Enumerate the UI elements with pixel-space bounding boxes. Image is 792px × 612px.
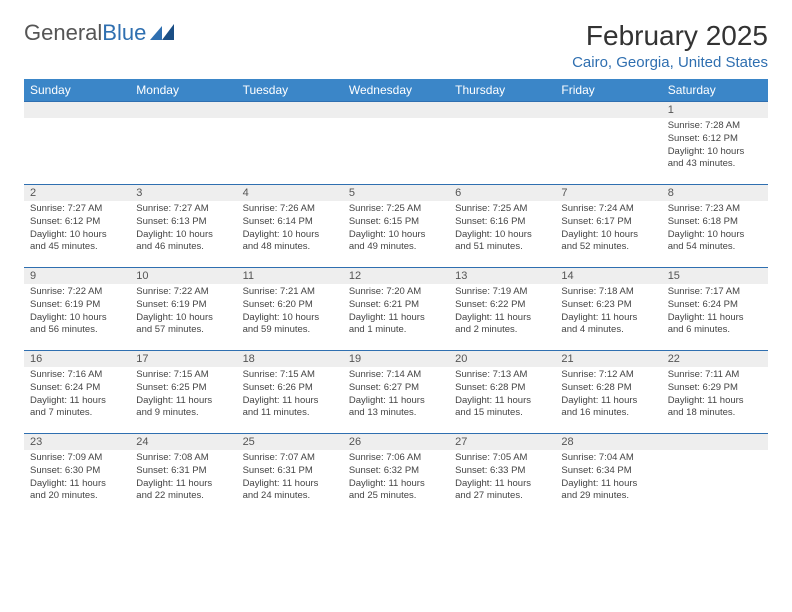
- day-detail: Sunrise: 7:15 AMSunset: 6:25 PMDaylight:…: [130, 367, 236, 434]
- day-number: 15: [662, 268, 768, 284]
- title-block: February 2025 Cairo, Georgia, United Sta…: [572, 20, 768, 71]
- day-number: 24: [130, 434, 236, 450]
- day-number: 23: [24, 434, 130, 450]
- day-number: 5: [343, 185, 449, 201]
- dow-header: Wednesday: [343, 79, 449, 102]
- day-number: 4: [237, 185, 343, 201]
- day-number: [24, 102, 130, 118]
- daynum-row: 232425262728: [24, 434, 768, 450]
- day-detail: [449, 118, 555, 185]
- day-detail: Sunrise: 7:27 AMSunset: 6:13 PMDaylight:…: [130, 201, 236, 268]
- day-detail: Sunrise: 7:04 AMSunset: 6:34 PMDaylight:…: [555, 450, 661, 516]
- day-number: 7: [555, 185, 661, 201]
- day-number: 11: [237, 268, 343, 284]
- day-detail: Sunrise: 7:17 AMSunset: 6:24 PMDaylight:…: [662, 284, 768, 351]
- day-number: 25: [237, 434, 343, 450]
- day-detail: Sunrise: 7:08 AMSunset: 6:31 PMDaylight:…: [130, 450, 236, 516]
- month-title: February 2025: [572, 20, 768, 52]
- day-detail: Sunrise: 7:20 AMSunset: 6:21 PMDaylight:…: [343, 284, 449, 351]
- day-number: 3: [130, 185, 236, 201]
- day-number: [449, 102, 555, 118]
- day-detail: Sunrise: 7:23 AMSunset: 6:18 PMDaylight:…: [662, 201, 768, 268]
- day-detail: Sunrise: 7:13 AMSunset: 6:28 PMDaylight:…: [449, 367, 555, 434]
- day-detail: Sunrise: 7:06 AMSunset: 6:32 PMDaylight:…: [343, 450, 449, 516]
- day-detail: [237, 118, 343, 185]
- daynum-row: 9101112131415: [24, 268, 768, 284]
- daynum-row: 16171819202122: [24, 351, 768, 367]
- dow-header: Sunday: [24, 79, 130, 102]
- day-number: 21: [555, 351, 661, 367]
- day-number: 26: [343, 434, 449, 450]
- detail-row: Sunrise: 7:09 AMSunset: 6:30 PMDaylight:…: [24, 450, 768, 516]
- day-detail: [662, 450, 768, 516]
- day-number: 28: [555, 434, 661, 450]
- detail-row: Sunrise: 7:22 AMSunset: 6:19 PMDaylight:…: [24, 284, 768, 351]
- detail-row: Sunrise: 7:28 AMSunset: 6:12 PMDaylight:…: [24, 118, 768, 185]
- day-number: 22: [662, 351, 768, 367]
- day-number: 14: [555, 268, 661, 284]
- day-number: [237, 102, 343, 118]
- day-number: 6: [449, 185, 555, 201]
- header: GeneralBlue February 2025 Cairo, Georgia…: [24, 20, 768, 71]
- day-detail: Sunrise: 7:28 AMSunset: 6:12 PMDaylight:…: [662, 118, 768, 185]
- day-number: 20: [449, 351, 555, 367]
- day-detail: [555, 118, 661, 185]
- day-detail: [24, 118, 130, 185]
- day-number: 13: [449, 268, 555, 284]
- logo-text-general: General: [24, 20, 102, 46]
- dow-row: SundayMondayTuesdayWednesdayThursdayFrid…: [24, 79, 768, 102]
- dow-header: Tuesday: [237, 79, 343, 102]
- day-detail: Sunrise: 7:21 AMSunset: 6:20 PMDaylight:…: [237, 284, 343, 351]
- day-number: 8: [662, 185, 768, 201]
- day-detail: Sunrise: 7:11 AMSunset: 6:29 PMDaylight:…: [662, 367, 768, 434]
- day-number: 12: [343, 268, 449, 284]
- day-detail: Sunrise: 7:15 AMSunset: 6:26 PMDaylight:…: [237, 367, 343, 434]
- day-number: [130, 102, 236, 118]
- day-detail: Sunrise: 7:22 AMSunset: 6:19 PMDaylight:…: [130, 284, 236, 351]
- day-detail: Sunrise: 7:07 AMSunset: 6:31 PMDaylight:…: [237, 450, 343, 516]
- day-detail: Sunrise: 7:14 AMSunset: 6:27 PMDaylight:…: [343, 367, 449, 434]
- day-detail: Sunrise: 7:25 AMSunset: 6:15 PMDaylight:…: [343, 201, 449, 268]
- day-number: 17: [130, 351, 236, 367]
- day-detail: [343, 118, 449, 185]
- day-detail: Sunrise: 7:25 AMSunset: 6:16 PMDaylight:…: [449, 201, 555, 268]
- day-detail: Sunrise: 7:16 AMSunset: 6:24 PMDaylight:…: [24, 367, 130, 434]
- daynum-row: 2345678: [24, 185, 768, 201]
- day-number: [662, 434, 768, 450]
- day-number: 18: [237, 351, 343, 367]
- day-number: 1: [662, 102, 768, 118]
- day-detail: Sunrise: 7:05 AMSunset: 6:33 PMDaylight:…: [449, 450, 555, 516]
- day-detail: Sunrise: 7:12 AMSunset: 6:28 PMDaylight:…: [555, 367, 661, 434]
- day-number: [555, 102, 661, 118]
- day-number: [343, 102, 449, 118]
- day-number: 16: [24, 351, 130, 367]
- dow-header: Monday: [130, 79, 236, 102]
- detail-row: Sunrise: 7:16 AMSunset: 6:24 PMDaylight:…: [24, 367, 768, 434]
- dow-header: Thursday: [449, 79, 555, 102]
- day-detail: Sunrise: 7:27 AMSunset: 6:12 PMDaylight:…: [24, 201, 130, 268]
- day-detail: Sunrise: 7:19 AMSunset: 6:22 PMDaylight:…: [449, 284, 555, 351]
- day-detail: Sunrise: 7:24 AMSunset: 6:17 PMDaylight:…: [555, 201, 661, 268]
- daynum-row: 1: [24, 102, 768, 118]
- day-number: 2: [24, 185, 130, 201]
- day-number: 10: [130, 268, 236, 284]
- day-number: 9: [24, 268, 130, 284]
- logo: GeneralBlue: [24, 20, 176, 46]
- calendar-table: SundayMondayTuesdayWednesdayThursdayFrid…: [24, 79, 768, 516]
- logo-icon: [150, 20, 176, 46]
- detail-row: Sunrise: 7:27 AMSunset: 6:12 PMDaylight:…: [24, 201, 768, 268]
- day-detail: [130, 118, 236, 185]
- day-detail: Sunrise: 7:18 AMSunset: 6:23 PMDaylight:…: [555, 284, 661, 351]
- day-number: 27: [449, 434, 555, 450]
- location: Cairo, Georgia, United States: [572, 54, 768, 71]
- dow-header: Friday: [555, 79, 661, 102]
- day-detail: Sunrise: 7:22 AMSunset: 6:19 PMDaylight:…: [24, 284, 130, 351]
- day-number: 19: [343, 351, 449, 367]
- day-detail: Sunrise: 7:09 AMSunset: 6:30 PMDaylight:…: [24, 450, 130, 516]
- day-detail: Sunrise: 7:26 AMSunset: 6:14 PMDaylight:…: [237, 201, 343, 268]
- logo-text-blue: Blue: [102, 20, 146, 46]
- dow-header: Saturday: [662, 79, 768, 102]
